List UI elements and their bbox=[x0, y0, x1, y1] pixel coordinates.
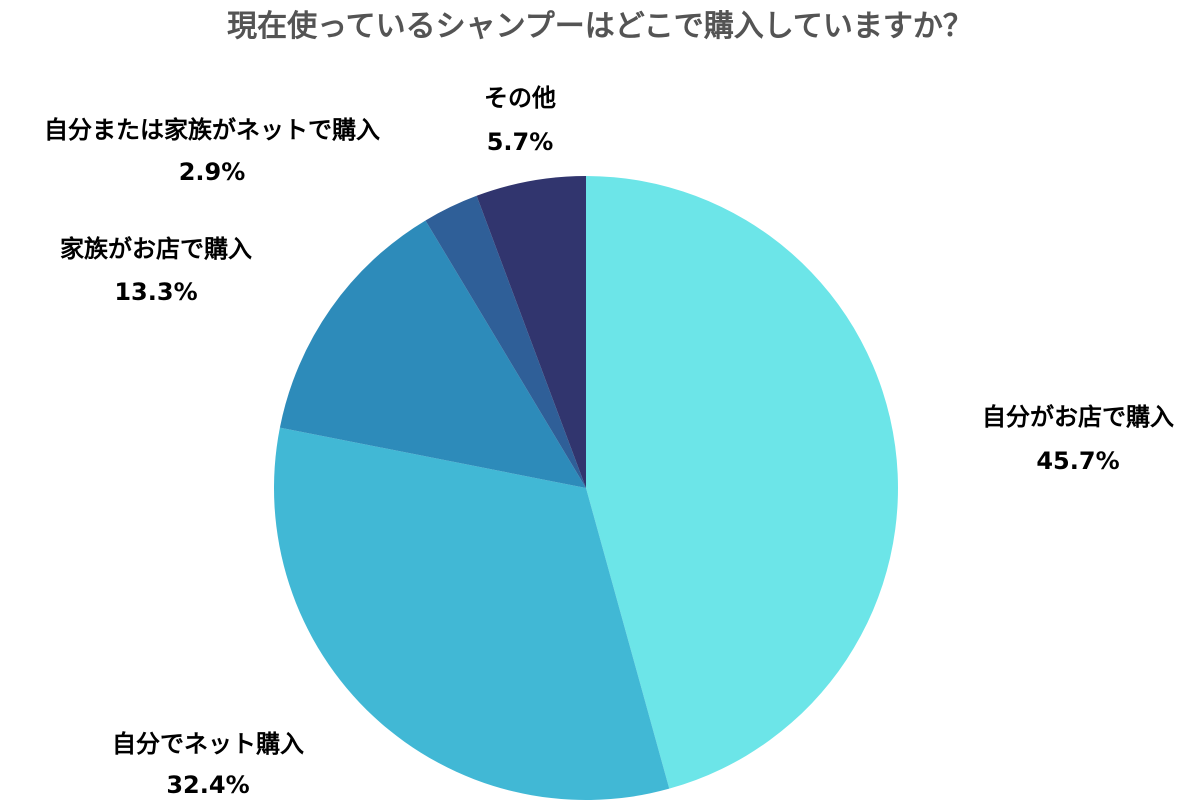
slice-label-self-or-family-online: 自分または家族がネットで購入 bbox=[44, 116, 380, 144]
slice-value-family-store: 13.3% bbox=[114, 278, 197, 306]
pie-slice-other bbox=[476, 176, 586, 488]
slice-label-own-store: 自分がお店で購入 bbox=[982, 403, 1174, 431]
slice-value-own-online: 32.4% bbox=[166, 771, 249, 799]
slice-label-own-online: 自分でネット購入 bbox=[112, 730, 304, 758]
slice-value-other: 5.7% bbox=[487, 128, 554, 156]
slice-label-other: その他 bbox=[484, 84, 556, 112]
slice-label-family-store: 家族がお店で購入 bbox=[60, 235, 252, 263]
slice-value-own-store: 45.7% bbox=[1036, 447, 1119, 475]
chart-title: 現在使っているシャンプーはどこで購入していますか？ bbox=[227, 9, 973, 44]
slice-value-self-or-family-online: 2.9% bbox=[179, 158, 246, 186]
pie-slice-own-store bbox=[586, 176, 898, 789]
pie-slices bbox=[274, 176, 898, 800]
pie-slice-family-store bbox=[279, 220, 586, 488]
pie-slice-self-or-family-online bbox=[425, 195, 586, 489]
pie-slice-own-online bbox=[274, 427, 670, 800]
